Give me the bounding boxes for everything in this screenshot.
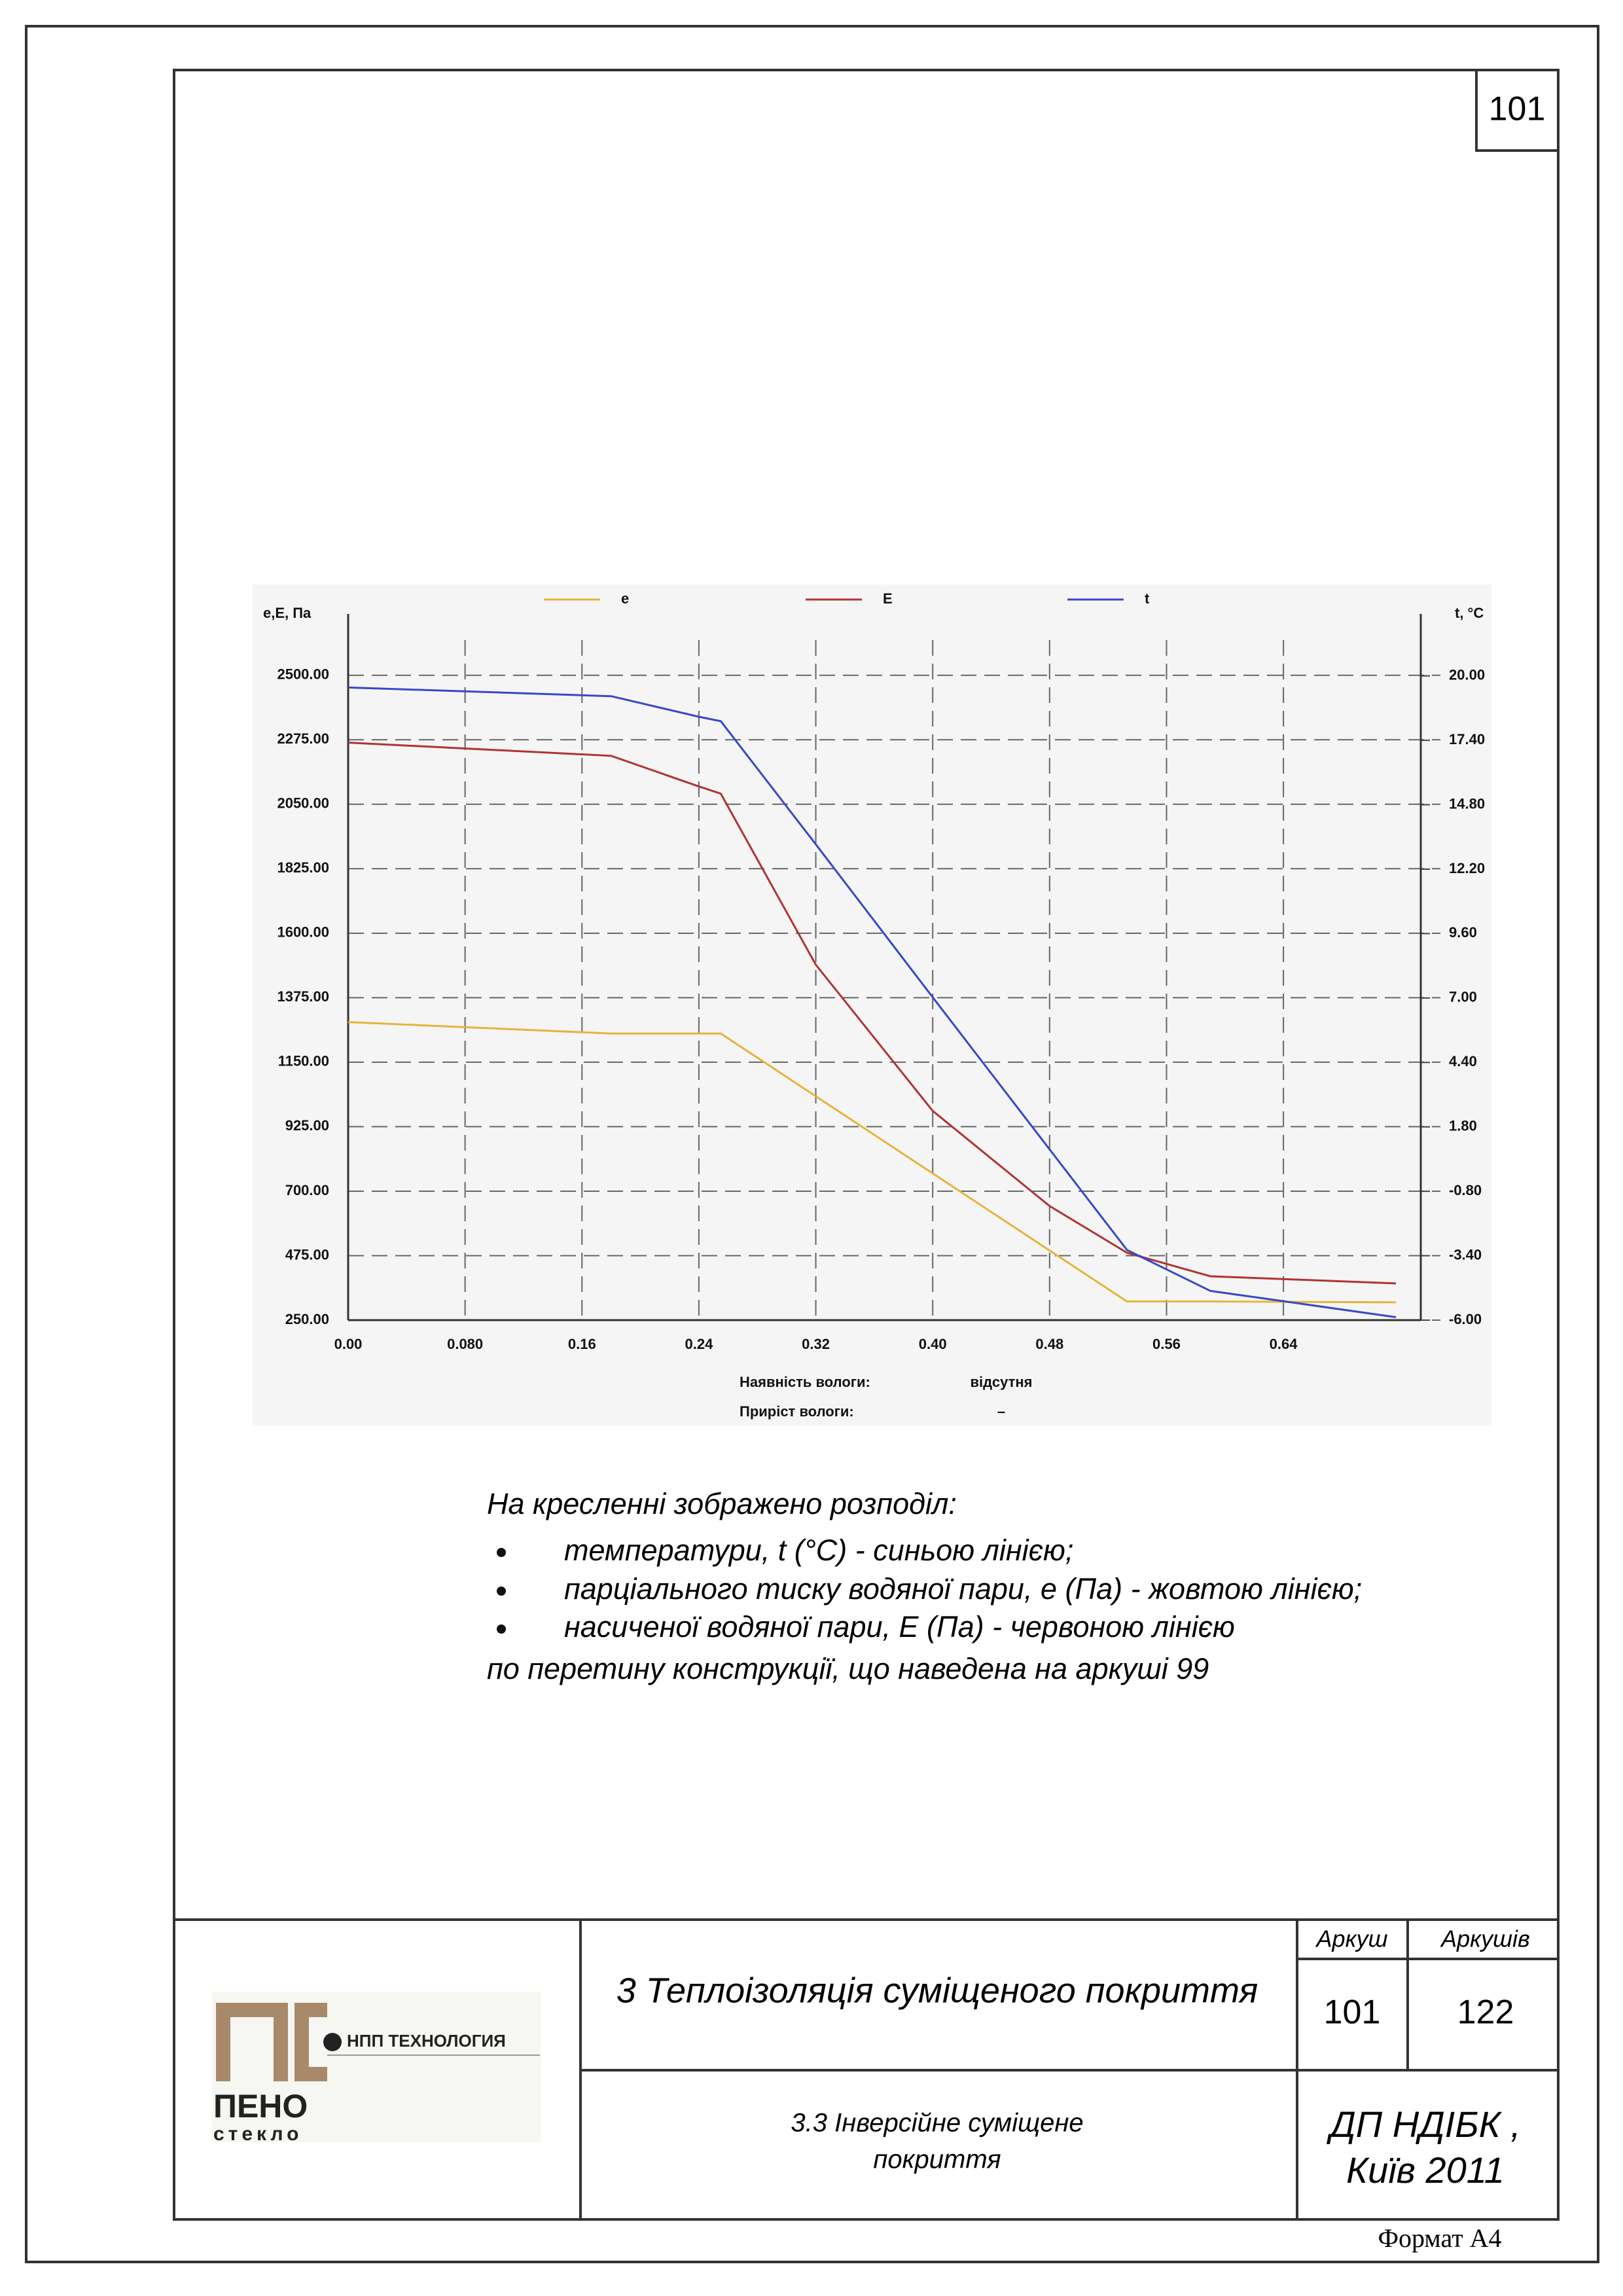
y-tick-label: 2500.00 xyxy=(277,666,329,683)
y-axis-label: e,E, Па xyxy=(263,605,312,621)
logo-company: НПП ТЕХНОЛОГИЯ xyxy=(347,2031,506,2051)
block-subtitle: покриття xyxy=(873,2145,1001,2174)
x-tick-label: 0.56 xyxy=(1152,1336,1181,1352)
x-tick-label: 0.16 xyxy=(568,1336,596,1352)
logo-dot xyxy=(323,2033,342,2051)
description-intro: На кресленні зображено розподіл: xyxy=(487,1487,957,1520)
description-item: насиченої водяної пари, E (Па) - червоно… xyxy=(564,1610,1235,1643)
logo-brand: ПЕНО xyxy=(213,2088,308,2125)
y-tick-label: 2050.00 xyxy=(277,795,329,812)
x-tick-label: 0.48 xyxy=(1035,1336,1063,1352)
inner-frame xyxy=(173,69,1560,2221)
series-line xyxy=(348,742,1397,1285)
logo-sub: стекло xyxy=(213,2123,302,2145)
y-tick-label: 250.00 xyxy=(285,1311,329,1327)
sheet-label: Аркуш xyxy=(1315,1926,1388,1952)
organization: ДП НДІБК , xyxy=(1326,2104,1521,2145)
y-tick-label: 1375.00 xyxy=(277,988,329,1005)
block-subtitle: 3.3 Інверсійне суміщене xyxy=(791,2109,1083,2138)
y2-tick-label: 17.40 xyxy=(1449,731,1485,747)
description-item: температури, t (°C) - синьою лінією; xyxy=(564,1534,1073,1567)
series-line xyxy=(348,686,1397,1318)
y2-tick-label: 14.80 xyxy=(1449,795,1485,812)
x-tick-label: 0.24 xyxy=(685,1336,713,1352)
legend-label: e xyxy=(621,590,629,607)
annotation-label: Наявність вологи: xyxy=(740,1374,870,1390)
y2-axis-label: t, °C xyxy=(1455,605,1484,621)
x-tick-label: 0.00 xyxy=(334,1336,363,1352)
y-tick-label: 925.00 xyxy=(285,1117,329,1134)
format: Формат А4 xyxy=(1378,2223,1501,2253)
logo-p xyxy=(216,2003,288,2081)
logo-s xyxy=(294,2003,327,2081)
sheets-label: Аркушів xyxy=(1440,1926,1530,1952)
x-tick-label: 0.40 xyxy=(919,1336,947,1352)
x-tick-label: 0.32 xyxy=(802,1336,830,1352)
y2-tick-label: 9.60 xyxy=(1449,924,1477,941)
description-item: парціального тиску водяної пари, e (Па) … xyxy=(564,1572,1362,1605)
annotation-label: Приріст вологи: xyxy=(740,1403,854,1420)
y-tick-label: 700.00 xyxy=(285,1182,329,1198)
y-tick-label: 475.00 xyxy=(285,1246,329,1263)
logo: НПП ТЕХНОЛОГИЯ ПЕНО стекло xyxy=(212,1992,541,2145)
page-number-box xyxy=(1475,69,1560,152)
sheets: 122 xyxy=(1457,1994,1514,2032)
y2-tick-label: 4.40 xyxy=(1449,1053,1477,1069)
y-tick-label: 1150.00 xyxy=(278,1053,329,1069)
page-number: 101 xyxy=(1489,90,1546,128)
outer-border xyxy=(25,25,1599,2263)
bullet xyxy=(497,1548,506,1557)
x-tick-label: 0.080 xyxy=(447,1336,483,1352)
y-tick-label: 1825.00 xyxy=(277,859,329,876)
annotation-value: відсутня xyxy=(971,1374,1033,1390)
description-outro: по перетину конструкції, що наведена на … xyxy=(487,1652,1209,1685)
series-line xyxy=(348,1021,1397,1304)
y2-tick-label: -6.00 xyxy=(1449,1311,1482,1327)
y2-tick-label: 7.00 xyxy=(1449,989,1477,1005)
y-tick-label: 2275.00 xyxy=(277,730,329,747)
bullet xyxy=(497,1587,506,1596)
chart: 250.00 475.00 700.00 925.00 1150.00 1375.00 16… xyxy=(263,590,1485,1420)
sheet: 101 xyxy=(1324,1994,1381,2032)
bullet xyxy=(497,1624,506,1634)
x-tick-label: 0.64 xyxy=(1270,1336,1298,1352)
chart-background xyxy=(253,584,1491,1426)
legend-label: E xyxy=(883,590,893,607)
y-tick-label: 1600.00 xyxy=(277,924,329,941)
organization: Київ 2011 xyxy=(1346,2149,1505,2191)
y2-tick-label: 20.00 xyxy=(1449,666,1485,683)
description: На кресленні зображено розподіл: темпера… xyxy=(487,1487,1362,1685)
y2-tick-label: 12.20 xyxy=(1449,860,1485,876)
title-block xyxy=(174,1918,1558,2219)
annotation-value: – xyxy=(997,1403,1005,1420)
legend-label: t xyxy=(1145,590,1150,607)
y2-tick-label: -3.40 xyxy=(1449,1246,1482,1263)
y2-tick-label: -0.80 xyxy=(1449,1182,1482,1198)
y2-tick-label: 1.80 xyxy=(1449,1118,1477,1134)
block-title: 3 Теплоізоляція суміщеного покриття xyxy=(616,1971,1258,2010)
